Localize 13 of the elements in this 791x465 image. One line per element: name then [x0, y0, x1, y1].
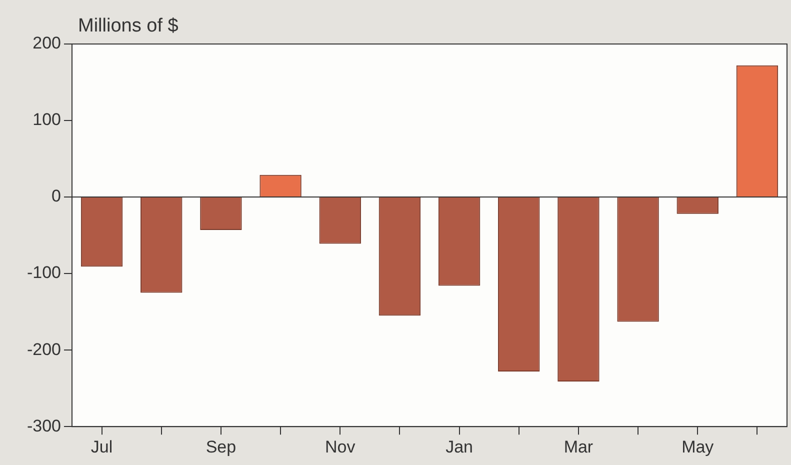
x-tick-label: Mar — [564, 437, 594, 456]
x-tick-label: Jan — [446, 437, 474, 456]
x-tick-label: Nov — [325, 437, 356, 456]
y-tick-label: -300 — [26, 416, 61, 436]
y-tick-label: -100 — [26, 263, 61, 282]
x-tick-label: Jul — [90, 437, 113, 456]
x-tick-label: May — [682, 437, 714, 456]
y-tick-label: -200 — [26, 340, 61, 359]
y-tick-label: 200 — [32, 34, 61, 53]
chart-title: Millions of $ — [78, 16, 179, 37]
x-tick-label: Sep — [206, 437, 236, 456]
y-tick-label: 100 — [32, 110, 61, 130]
y-tick-label: 0 — [52, 186, 61, 206]
